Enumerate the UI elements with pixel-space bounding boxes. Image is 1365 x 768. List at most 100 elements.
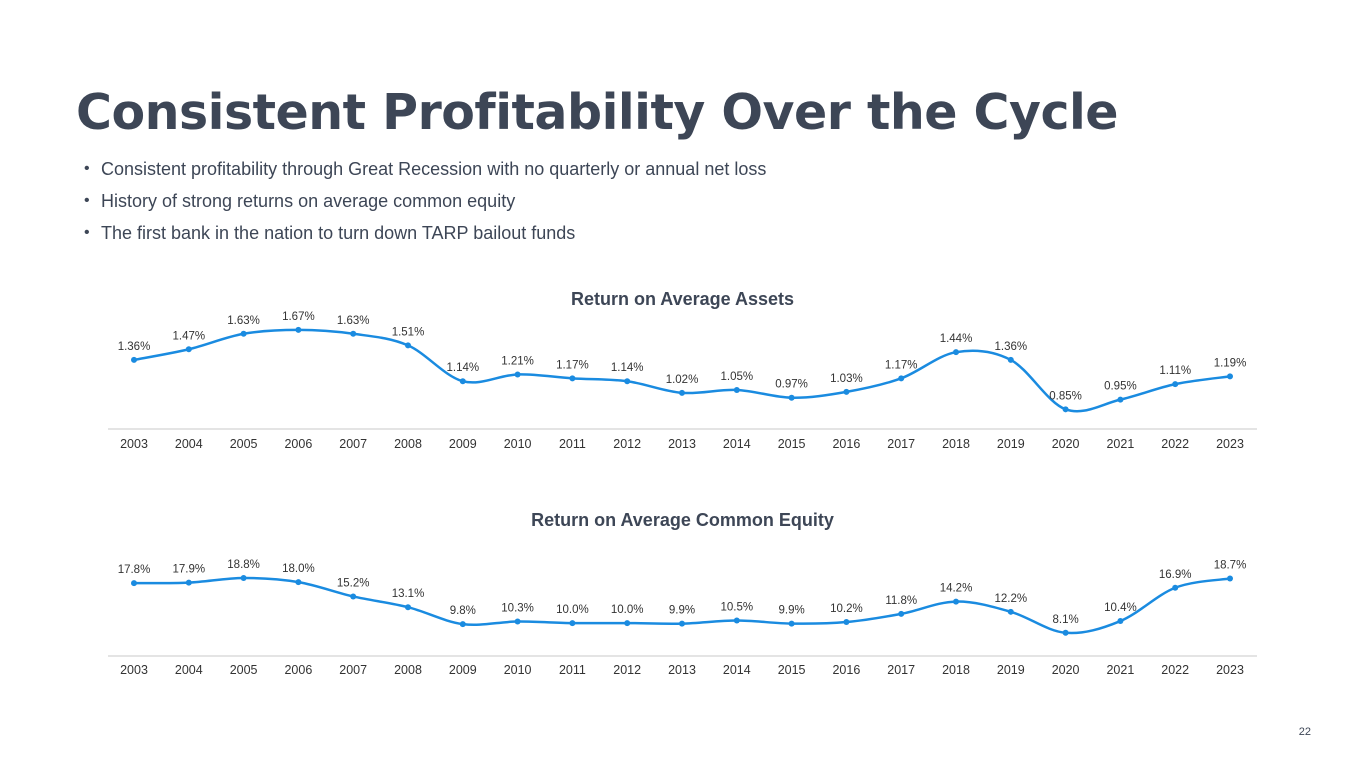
- bullet-item: • History of strong returns on average co…: [84, 188, 766, 220]
- data-label: 1.36%: [118, 341, 151, 353]
- data-point: [295, 579, 302, 586]
- data-label: 1.14%: [446, 362, 479, 374]
- data-label: 1.47%: [172, 330, 205, 342]
- bullet-item: • The first bank in the nation to turn do…: [84, 220, 766, 252]
- data-label: 13.1%: [392, 588, 425, 600]
- data-point: [350, 330, 357, 337]
- x-tick-label: 2010: [504, 437, 532, 451]
- data-label: 1.36%: [994, 341, 1027, 353]
- data-label: 1.05%: [720, 371, 753, 383]
- x-tick-label: 2007: [339, 663, 367, 677]
- x-tick-label: 2023: [1216, 437, 1244, 451]
- data-point: [405, 342, 411, 349]
- data-label: 0.85%: [1049, 390, 1082, 402]
- x-tick-label: 2016: [832, 437, 860, 451]
- bullet-icon: •: [84, 192, 90, 209]
- data-point: [405, 604, 411, 611]
- bullet-text: The first bank in the nation to turn dow…: [101, 223, 576, 243]
- data-label: 1.02%: [666, 374, 699, 386]
- data-point: [679, 389, 685, 396]
- data-label: 15.2%: [337, 577, 370, 589]
- x-tick-label: 2011: [559, 663, 586, 677]
- data-point: [1117, 396, 1124, 403]
- data-point: [185, 579, 192, 586]
- data-label: 17.8%: [118, 564, 151, 576]
- data-label: 10.2%: [830, 603, 863, 615]
- x-tick-label: 2022: [1161, 437, 1189, 451]
- data-point: [131, 356, 137, 363]
- data-label: 8.1%: [1052, 614, 1078, 626]
- data-point: [843, 388, 850, 395]
- x-tick-label: 2014: [723, 663, 751, 677]
- data-point: [1062, 406, 1069, 413]
- x-tick-label: 2003: [120, 437, 148, 451]
- bullet-icon: •: [84, 224, 90, 241]
- x-tick-label: 2015: [778, 663, 806, 677]
- data-label: 10.5%: [720, 602, 753, 614]
- x-tick-label: 2012: [613, 663, 641, 677]
- data-point: [733, 617, 740, 624]
- data-point: [1117, 618, 1124, 625]
- x-tick-label: 2013: [668, 663, 696, 677]
- data-point: [953, 598, 959, 605]
- x-tick-label: 2009: [449, 663, 477, 677]
- data-point: [240, 575, 247, 582]
- x-tick-label: 2010: [504, 663, 532, 677]
- data-label: 16.9%: [1159, 569, 1192, 581]
- data-label: 1.63%: [227, 315, 260, 327]
- data-point: [1227, 373, 1233, 380]
- data-label: 1.21%: [501, 355, 534, 367]
- data-label: 10.4%: [1104, 602, 1137, 614]
- data-label: 10.0%: [556, 604, 589, 616]
- data-label: 11.8%: [885, 595, 917, 607]
- x-tick-label: 2008: [394, 663, 422, 677]
- data-point: [569, 620, 576, 627]
- x-tick-label: 2021: [1106, 437, 1134, 451]
- x-tick-label: 2023: [1216, 663, 1244, 677]
- bullet-text: History of strong returns on average com…: [101, 191, 516, 211]
- data-point: [514, 371, 521, 378]
- data-label: 1.67%: [282, 311, 315, 323]
- x-tick-label: 2006: [284, 437, 312, 451]
- data-label: 12.2%: [994, 593, 1027, 605]
- data-point: [350, 593, 357, 600]
- bullet-item: • Consistent profitability through Great …: [84, 156, 766, 188]
- x-tick-label: 2018: [942, 437, 970, 451]
- data-point: [624, 378, 631, 385]
- data-point: [843, 619, 850, 626]
- data-label: 14.2%: [940, 583, 973, 595]
- data-point: [624, 620, 631, 627]
- x-tick-label: 2020: [1052, 437, 1080, 451]
- x-tick-label: 2005: [230, 663, 258, 677]
- bullet-text: Consistent profitability through Great R…: [101, 159, 767, 179]
- x-tick-label: 2004: [175, 437, 203, 451]
- x-tick-label: 2019: [997, 437, 1025, 451]
- page-title: Consistent Profitability Over the Cycle: [76, 84, 1119, 141]
- x-tick-label: 2018: [942, 663, 970, 677]
- x-tick-label: 2011: [559, 437, 586, 451]
- x-tick-label: 2013: [668, 437, 696, 451]
- x-tick-label: 2008: [394, 437, 422, 451]
- x-tick-label: 2016: [832, 663, 860, 677]
- data-point: [1007, 608, 1014, 615]
- data-label: 9.8%: [450, 605, 476, 617]
- data-label: 10.3%: [501, 603, 534, 615]
- bullet-list: • Consistent profitability through Great …: [84, 156, 766, 252]
- data-point: [131, 580, 137, 587]
- data-label: 1.14%: [611, 362, 644, 374]
- data-label: 18.8%: [227, 559, 260, 571]
- page-number: 22: [1298, 726, 1311, 738]
- x-tick-label: 2017: [887, 663, 915, 677]
- data-point: [459, 378, 466, 385]
- bullet-icon: •: [84, 160, 90, 177]
- data-point: [514, 618, 521, 625]
- chart-title-roaa: Return on Average Assets: [570, 289, 795, 309]
- data-point: [569, 375, 576, 382]
- data-label: 10.0%: [611, 604, 644, 616]
- data-point: [953, 349, 959, 356]
- data-point: [1007, 356, 1014, 363]
- data-point: [1172, 381, 1179, 388]
- x-tick-label: 2003: [120, 663, 148, 677]
- x-tick-label: 2017: [887, 437, 915, 451]
- data-label: 18.7%: [1214, 560, 1247, 572]
